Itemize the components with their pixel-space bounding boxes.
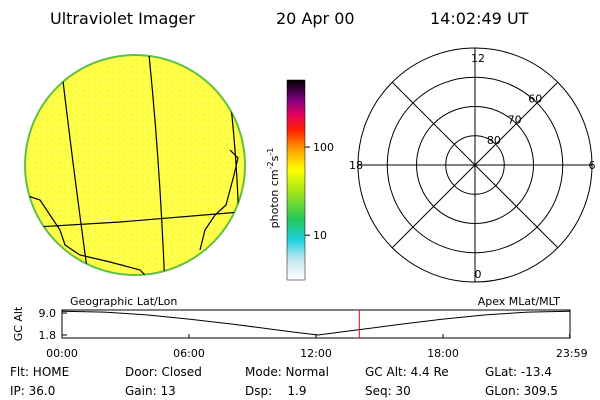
lat-ring <box>386 76 564 254</box>
status-field: GLon: 309.5 <box>485 384 558 398</box>
polar-grid <box>357 47 593 283</box>
lat-label: 70 <box>508 113 522 126</box>
status-field: Flt: HOME <box>10 365 69 379</box>
colorbar <box>286 79 306 281</box>
exp: -2 <box>266 161 275 169</box>
lat-ring <box>445 135 505 195</box>
status-field: GC Alt: 4.4 Re <box>365 365 449 379</box>
status-field: Seq: 30 <box>365 384 411 398</box>
time: 14:02:49 UT <box>430 9 529 28</box>
lat-label: 60 <box>528 93 542 106</box>
tick-label: 100 <box>313 141 334 154</box>
mlt-label: 18 <box>349 159 363 172</box>
colorbar-label: photon cm-2s-1 <box>266 148 281 229</box>
lat-label: 80 <box>487 134 501 147</box>
exp: -1 <box>266 148 275 156</box>
unit: s <box>268 155 281 161</box>
status-field: Door: Closed <box>125 365 202 379</box>
y-tick-label: 9.0 <box>39 307 57 320</box>
mlt-label: 12 <box>471 52 485 65</box>
outer-ring <box>357 47 593 283</box>
altitude-line <box>61 310 570 336</box>
x-tick-label: 06:00 <box>173 347 205 360</box>
x-tick-label: 18:00 <box>427 347 459 360</box>
lat-ring <box>416 106 534 224</box>
right-label: Apex MLat/MLT <box>478 295 561 308</box>
footer: Flt: HOME Door: Closed Mode: Normal GC Alt:… <box>10 365 558 398</box>
mlt-label: 0 <box>475 268 482 281</box>
status-field: Gain: 13 <box>125 384 176 398</box>
y-tick-label: 1.8 <box>39 329 57 342</box>
unit: photon cm <box>268 169 281 228</box>
left-label: Geographic Lat/Lon <box>70 295 177 308</box>
tick-label: 10 <box>313 229 327 242</box>
mlt-label: 6 <box>589 159 596 172</box>
earth-image <box>24 54 246 276</box>
x-tick-label: 12:00 <box>300 347 332 360</box>
x-tick-label: 00:00 <box>46 347 78 360</box>
status-field: Dsp: 1.9 <box>245 384 307 398</box>
altitude-plot: Geographic Lat/Lon Apex MLat/MLT GC Alt 1.8… <box>12 295 588 360</box>
x-tick-label: 23:59 <box>556 347 588 360</box>
date: 20 Apr 00 <box>276 9 355 28</box>
status-field: IP: 36.0 <box>10 384 55 398</box>
status-field: GLat: -13.4 <box>485 365 552 379</box>
status-field: Mode: Normal <box>245 365 329 379</box>
instrument: Ultraviolet Imager <box>50 9 195 28</box>
y-label: GC Alt <box>12 306 25 341</box>
